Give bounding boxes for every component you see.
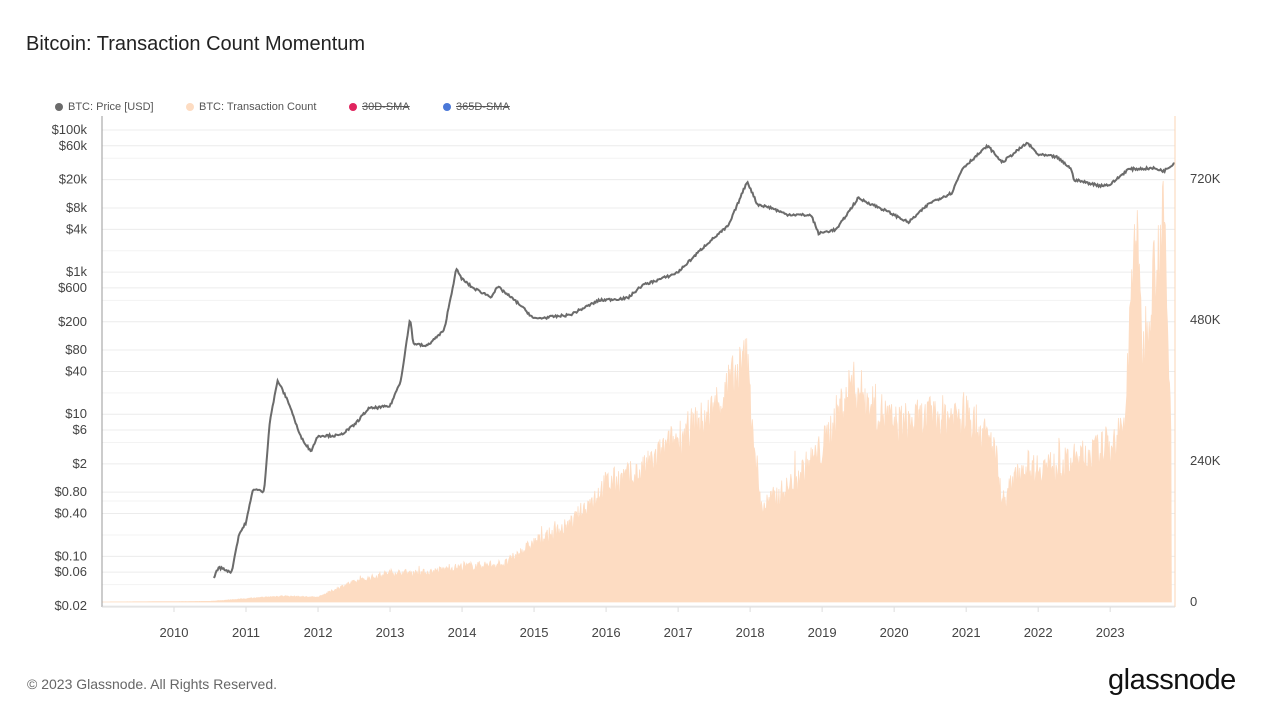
y-left-tick-label: $80 [65,342,87,357]
chart-title: Bitcoin: Transaction Count Momentum [26,33,366,55]
y-left-tick-label: $0.40 [54,506,87,521]
x-tick-label: 2023 [1096,625,1125,640]
legend-label: 365D-SMA [456,101,510,113]
copyright: © 2023 Glassnode. All Rights Reserved. [27,676,278,692]
y-left-tick-label: $0.80 [54,484,87,499]
x-tick-label: 2012 [304,625,333,640]
y-right-tick-label: 0 [1190,594,1197,609]
y-right-tick-label: 240K [1190,453,1221,468]
x-tick-label: 2017 [664,625,693,640]
y-left-tick-label: $60k [59,138,88,153]
y-left-tick-label: $4k [66,221,87,236]
y-left-tick-label: $600 [58,280,87,295]
x-tick-label: 2013 [376,625,405,640]
x-tick-label: 2014 [448,625,477,640]
legend-label: BTC: Price [USD] [68,101,154,113]
legend-dot-icon [349,103,357,111]
legend-item-price[interactable]: BTC: Price [USD] [55,101,154,113]
y-left-tick-label: $0.02 [54,598,87,613]
x-tick-label: 2020 [880,625,909,640]
y-left-tick-label: $2 [73,456,87,471]
series-transaction-count [102,180,1172,603]
x-tick-label: 2022 [1024,625,1053,640]
y-left-tick-label: $6 [73,422,87,437]
y-left-tick-label: $0.06 [54,564,87,579]
y-left-tick-label: $8k [66,200,87,215]
y-left-tick-label: $20k [59,172,88,187]
y-left-tick-label: $40 [65,363,87,378]
x-tick-label: 2018 [736,625,765,640]
y-left-tick-label: $0.10 [54,548,87,563]
x-tick-label: 2021 [952,625,981,640]
y-left-tick-label: $200 [58,314,87,329]
y-right-tick-label: 720K [1190,171,1221,186]
legend-item-365d-sma[interactable]: 365D-SMA [443,101,510,113]
legend-label: BTC: Transaction Count [199,101,317,113]
glassnode-logo: glassnode [1108,664,1236,696]
legend-dot-icon [55,103,63,111]
x-tick-label: 2019 [808,625,837,640]
legend-dot-icon [443,103,451,111]
legend-dot-icon [186,103,194,111]
legend-item-30d-sma[interactable]: 30D-SMA [349,101,410,113]
x-tick-label: 2015 [520,625,549,640]
y-left-tick-label: $100k [52,122,88,137]
legend-label: 30D-SMA [362,101,410,113]
y-left-tick-label: $10 [65,406,87,421]
legend-item-tx-count[interactable]: BTC: Transaction Count [186,101,316,113]
x-tick-label: 2011 [232,625,260,640]
x-tick-label: 2016 [592,625,621,640]
x-tick-label: 2010 [160,625,189,640]
y-left-tick-label: $1k [66,264,87,279]
y-right-tick-label: 480K [1190,312,1221,327]
series-price [212,141,1175,579]
